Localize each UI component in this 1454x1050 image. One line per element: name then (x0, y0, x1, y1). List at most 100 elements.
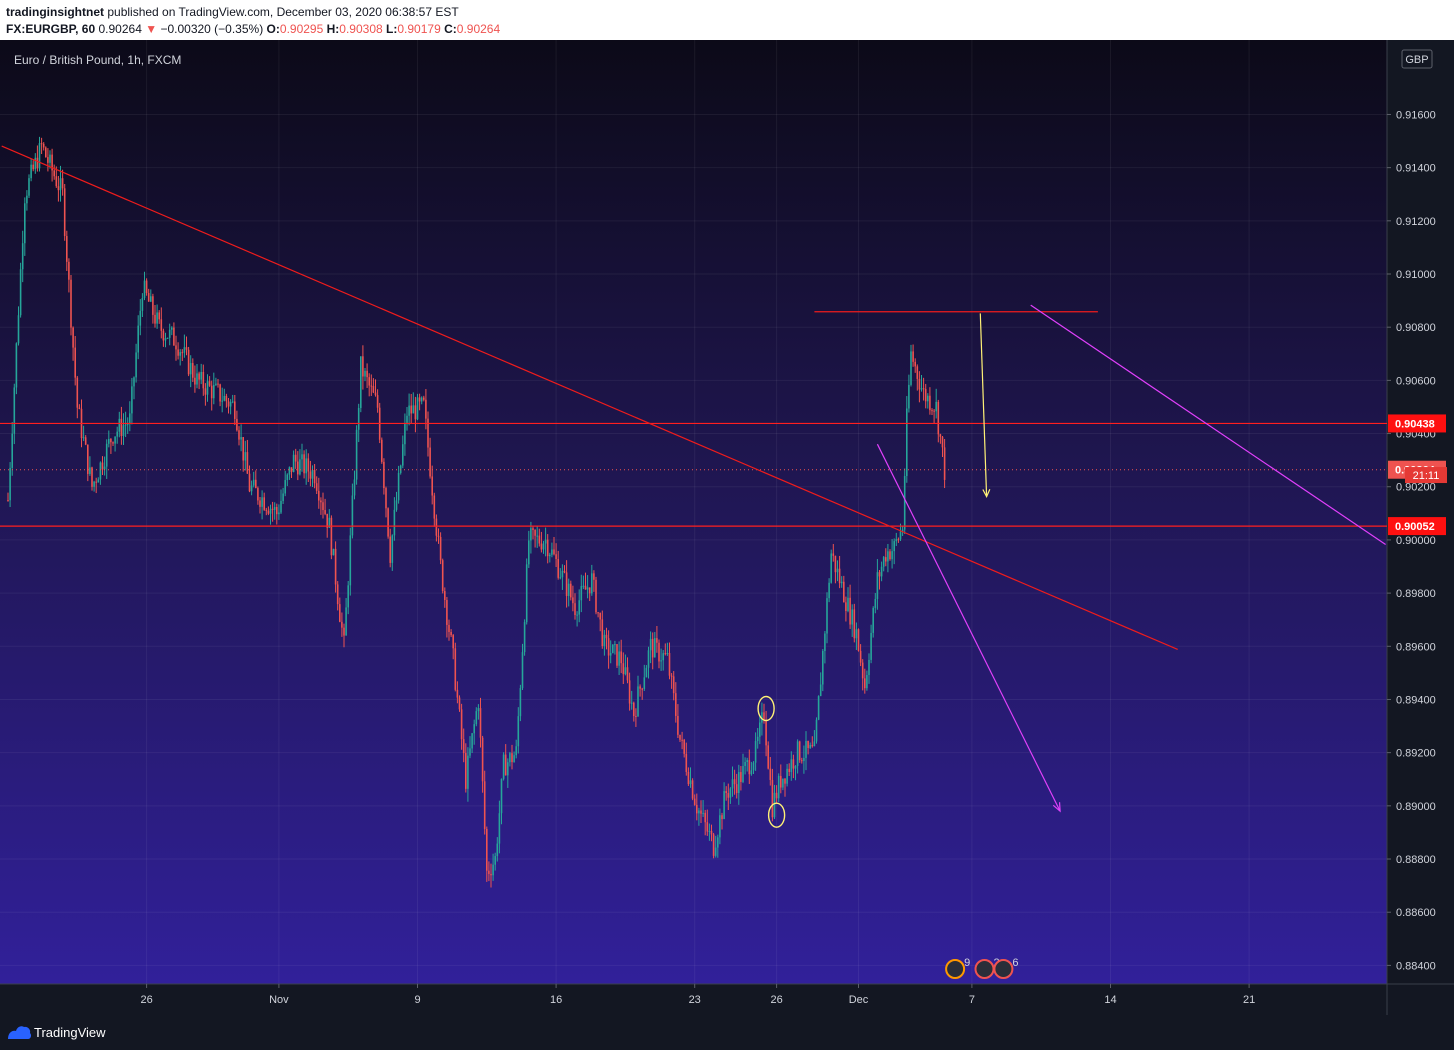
candle-body (420, 397, 423, 402)
price-tick-label: 0.90200 (1396, 482, 1436, 494)
candle-body (626, 667, 629, 681)
candle-body (355, 429, 358, 480)
candle-body (145, 280, 148, 294)
candle-body (872, 607, 874, 633)
time-tick-label: Nov (269, 994, 289, 1006)
time-axis[interactable]: 26 Nov 9 16 23 26 Dec 7 14 21 (140, 984, 1255, 1006)
candle-body (345, 607, 347, 636)
candle-body (803, 757, 805, 762)
candle-body (126, 423, 129, 425)
projection-line[interactable] (1030, 304, 1386, 545)
candle-body (927, 395, 929, 402)
highlight-circle[interactable] (767, 802, 786, 828)
candle-body (607, 638, 610, 656)
chart-area[interactable]: 0.91600 0.91400 0.91200 0.91000 0.90800 0.906… (0, 40, 1454, 1015)
candle-body (906, 408, 908, 476)
candle-body (406, 415, 408, 423)
candle-body (504, 754, 507, 776)
candle-body (437, 535, 440, 537)
candle-body (597, 612, 599, 614)
candle-body (614, 644, 616, 646)
event-flag-icon[interactable] (974, 959, 995, 979)
time-axis-background (0, 984, 1454, 1015)
candle-body (307, 458, 310, 472)
candle-body (677, 715, 679, 735)
candle-body (777, 775, 780, 799)
candle-body (196, 373, 198, 385)
candle-body (658, 642, 660, 662)
candle-body (544, 539, 547, 544)
close-label: C: (444, 22, 457, 36)
currency-badge[interactable] (1401, 49, 1433, 69)
candle-body (496, 843, 499, 857)
event-flag-icon[interactable] (993, 959, 1014, 979)
candle-body (580, 586, 583, 601)
plot-background (0, 40, 1387, 984)
candle-body (582, 585, 585, 587)
target-arrow[interactable] (979, 313, 988, 497)
candle-body (389, 536, 391, 563)
candle-body (689, 780, 692, 785)
candle-body (267, 510, 270, 514)
candle-body (294, 454, 297, 462)
candle-body (693, 798, 696, 805)
candle-body (897, 539, 900, 541)
drawings[interactable] (0, 145, 1387, 828)
symbol-label[interactable]: FX:EURGBP, 60 (6, 22, 96, 36)
candle-body (427, 418, 429, 448)
candle-body (576, 614, 578, 616)
candle-body (557, 559, 559, 578)
candle-body (40, 143, 43, 145)
candle-body (66, 236, 68, 262)
candle-body (183, 347, 186, 353)
highlight-circle[interactable] (757, 695, 775, 722)
candle-body (517, 716, 520, 747)
candle-body (490, 873, 492, 876)
candle-body (408, 405, 410, 416)
candle-body (108, 438, 110, 444)
candle-body (866, 675, 868, 689)
candle-body (857, 629, 860, 651)
candle-body (292, 454, 295, 472)
candle-body (305, 458, 307, 474)
candle-body (177, 349, 179, 356)
candle-body (922, 388, 925, 390)
candle-body (339, 604, 341, 622)
candle-body (733, 779, 736, 785)
candle-body (511, 753, 513, 763)
time-tick-label: 21 (1243, 994, 1255, 1006)
candle-body (780, 775, 782, 788)
candle-body (26, 195, 28, 204)
event-flag-icon[interactable] (945, 959, 966, 979)
trend-line[interactable] (1, 145, 1178, 651)
candle-body (912, 351, 914, 362)
candle-body (187, 349, 190, 375)
candle-body (225, 395, 228, 402)
candle-body (444, 591, 446, 600)
candle-body (181, 352, 184, 354)
candle-body (534, 529, 536, 536)
candle-body (336, 584, 339, 605)
candle-body (817, 696, 820, 720)
author-name[interactable]: tradinginsightnet (6, 5, 104, 19)
candle-body (206, 381, 209, 395)
projection-line[interactable] (876, 443, 1061, 812)
candle-body (933, 410, 935, 412)
chart-svg[interactable]: 0.91600 0.91400 0.91200 0.91000 0.90800 0.906… (0, 40, 1454, 1015)
candle-body (217, 383, 219, 385)
events-row[interactable]: 926 (945, 957, 1019, 979)
candle-body (691, 780, 694, 799)
candle-body (63, 188, 66, 237)
candle-body (773, 792, 776, 818)
candle-body (828, 582, 830, 599)
candle-body (738, 772, 740, 794)
candle-body (910, 351, 912, 385)
candle-body (297, 461, 299, 475)
candle-body (326, 513, 328, 528)
candle-body (475, 711, 478, 725)
candle-body (710, 830, 713, 835)
candle-body (859, 650, 862, 663)
candle-body (122, 425, 125, 436)
candle-body (706, 822, 709, 832)
candle-body (920, 388, 923, 390)
